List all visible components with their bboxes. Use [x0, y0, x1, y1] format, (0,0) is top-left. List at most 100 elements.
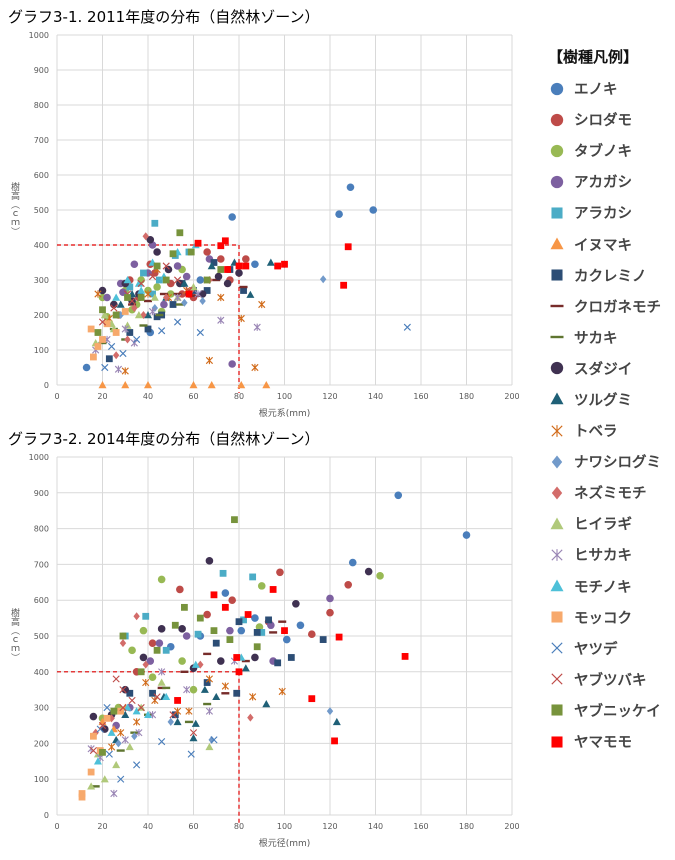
chart2-point [226, 626, 234, 635]
chart1-ytick: 100 [34, 346, 49, 355]
chart2-ytick: 200 [34, 739, 49, 748]
chart1-point [134, 279, 143, 287]
chart1-point [246, 290, 255, 298]
chart2-point [308, 695, 316, 703]
chart1-series-20 [94, 229, 225, 336]
chart1-title: グラフ3-1. 2011年度の分布（自然林ゾーン） [8, 8, 320, 26]
chart2-point [151, 696, 159, 705]
chart1-point [281, 260, 288, 268]
chart1-point [187, 248, 195, 256]
chart1-point [228, 360, 236, 368]
chart1-point [137, 279, 145, 288]
chart1-point [121, 308, 129, 315]
chart2-point [162, 646, 170, 654]
chart1-point [101, 363, 109, 372]
chart2-point [171, 621, 179, 629]
chart2-point [296, 621, 305, 630]
chart1-point [130, 260, 139, 269]
chart1-point [196, 328, 204, 337]
chart2-point [265, 616, 272, 624]
chart2-point [117, 729, 125, 737]
chart2-point [157, 678, 166, 686]
chart2-xtick: 80 [234, 822, 244, 831]
legend-item: イヌマキ [548, 228, 673, 259]
chart2-point [212, 692, 221, 701]
chart2-point [137, 704, 145, 712]
legend-item: タブノキ [548, 135, 673, 166]
chart1-point [134, 311, 143, 319]
chart1-point [99, 306, 106, 314]
chart2-point [221, 589, 230, 597]
legend-label: ヒサカキ [574, 548, 632, 565]
chart1-ytick: 700 [34, 136, 49, 145]
chart2-point [119, 639, 127, 648]
chart1-series-18 [101, 318, 411, 372]
chart1-point [212, 278, 221, 282]
chart1-xtick: 180 [459, 392, 474, 401]
chart2-series-6 [126, 616, 327, 719]
chart1-point [155, 276, 163, 284]
chart2-point [203, 702, 212, 706]
legend-marker-icon [551, 611, 563, 623]
chart2-title: グラフ3-2. 2014年度の分布（自然林ゾーン） [8, 430, 320, 448]
chart1-point [173, 318, 182, 326]
chart2-point [235, 618, 243, 626]
chart1-point [98, 381, 107, 389]
chart1-xtick: 120 [322, 392, 337, 401]
chart1-xtick: 100 [277, 392, 292, 401]
chart1-point [149, 290, 156, 298]
chart1-point [159, 292, 168, 296]
chart2-point [169, 711, 177, 719]
chart2-point [121, 710, 130, 718]
legend-marker-icon [551, 207, 563, 219]
chart1-point [162, 262, 170, 270]
legend-label: アラカシ [574, 206, 632, 223]
chart2-series-21 [174, 586, 409, 745]
chart2-point [149, 689, 156, 697]
chart1-point [112, 329, 120, 336]
chart2-point [112, 760, 121, 769]
chart2-point [148, 639, 157, 647]
legend-marker-icon [550, 175, 564, 189]
chart2-point [142, 660, 149, 669]
legend-item: モチノキ [548, 571, 673, 602]
chart2-point [90, 732, 97, 740]
chart1-point [194, 239, 202, 247]
chart2-xtick: 40 [143, 822, 153, 831]
chart1-grid [56, 34, 513, 386]
chart2-point [267, 621, 275, 630]
chart2-ylabel: 樹高（ｃｍ） [9, 607, 20, 662]
chart1-point [181, 298, 188, 307]
legend-label: アカガシ [574, 175, 632, 192]
chart1-point [335, 210, 343, 218]
chart1-point [116, 300, 125, 308]
chart2-point [332, 717, 341, 726]
chart2-point [344, 581, 353, 589]
chart2-point [96, 725, 104, 733]
chart2-series-10 [112, 664, 341, 744]
chart2-point [93, 757, 102, 765]
chart2-ytick: 1000 [29, 453, 49, 462]
legend-item: スダジイ [548, 353, 673, 384]
chart2-ytick: 900 [34, 489, 49, 498]
legend-marker-icon [550, 362, 564, 375]
chart2-point [253, 643, 261, 651]
legend-marker-icon [551, 486, 563, 500]
chart2-series-15 [87, 657, 239, 798]
chart1-point [223, 279, 232, 288]
chart2-point [158, 668, 166, 676]
chart2-point [157, 625, 166, 633]
chart1-point [150, 293, 159, 301]
chart1-point [153, 248, 161, 256]
chart2-point [308, 630, 316, 639]
chart1-point [82, 363, 91, 372]
chart2-point [335, 633, 343, 641]
chart2-point [226, 636, 234, 643]
chart2-point [278, 620, 287, 623]
chart2-point [319, 636, 327, 643]
chart2-point [142, 612, 150, 620]
chart1-point [344, 243, 352, 251]
chart2-point [78, 793, 86, 801]
chart2-point [146, 657, 155, 665]
legend-marker-icon [551, 549, 563, 561]
